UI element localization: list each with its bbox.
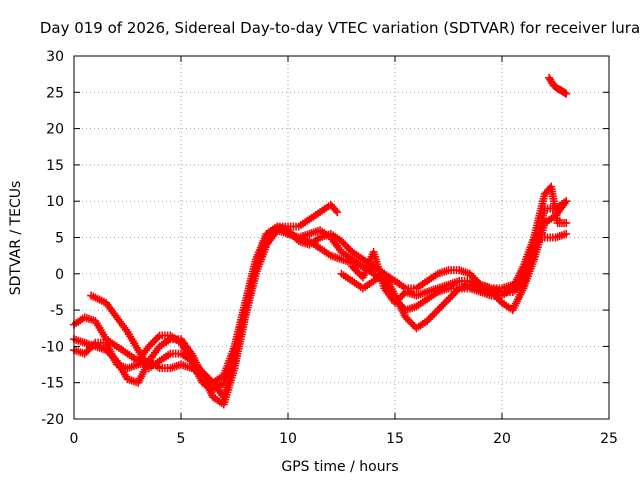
data-point (146, 340, 155, 349)
data-point (398, 291, 407, 300)
data-point (344, 244, 353, 253)
data-point (355, 269, 364, 278)
data-point (440, 298, 449, 307)
y-tick-label: -15 (41, 376, 64, 392)
data-point (392, 297, 401, 306)
x-tick-label: 25 (600, 431, 618, 447)
data-point (437, 302, 446, 311)
data-point (339, 238, 348, 247)
series-track-7 (545, 73, 571, 98)
data-point (446, 293, 455, 302)
data-point (432, 307, 441, 316)
data-point (152, 335, 161, 344)
data-point (353, 267, 362, 276)
data-point (562, 218, 571, 227)
data-point (562, 89, 571, 98)
data-point (89, 340, 98, 349)
data-point (341, 240, 350, 249)
y-tick-label: 10 (46, 194, 64, 210)
x-tick-label: 15 (386, 431, 404, 447)
data-point (349, 264, 358, 273)
data-point (465, 269, 474, 278)
data-point (494, 295, 503, 304)
data-point (430, 309, 439, 318)
data-point (86, 344, 95, 353)
plot-area (70, 73, 571, 409)
y-axis-label: SDTVAR / TECUs (8, 181, 24, 296)
chart-title: Day 019 of 2026, Sidereal Day-to-day VTE… (40, 19, 640, 37)
data-point (153, 333, 162, 342)
data-point (189, 358, 198, 367)
x-axis-label: GPS time / hours (281, 459, 398, 475)
data-point (442, 297, 451, 306)
x-axis: 0 5 10 15 20 25 (70, 56, 618, 447)
data-point (398, 302, 407, 311)
y-axis: -20 -15 -10 -5 0 5 10 15 20 25 30 (41, 49, 609, 428)
data-point (333, 208, 342, 217)
data-point (403, 315, 412, 324)
data-point (394, 295, 403, 304)
y-tick-label: -20 (41, 412, 64, 428)
data-point (148, 338, 157, 347)
x-tick-label: 0 (70, 431, 79, 447)
data-point (426, 313, 435, 322)
data-point (433, 306, 442, 315)
series-track-1 (70, 200, 342, 394)
data-point (348, 262, 357, 271)
y-tick-label: 15 (46, 158, 64, 174)
data-point (424, 315, 433, 324)
data-point (396, 293, 405, 302)
y-tick-label: 5 (55, 231, 64, 247)
data-point (80, 349, 89, 358)
data-point (423, 316, 432, 325)
data-point (150, 336, 159, 345)
data-point (84, 346, 93, 355)
data-point (405, 316, 414, 325)
data-point (562, 229, 571, 238)
data-point (87, 342, 96, 351)
data-point (351, 266, 360, 275)
y-tick-label: -5 (50, 303, 64, 319)
x-tick-label: 20 (493, 431, 511, 447)
data-point (187, 356, 196, 365)
data-point (444, 295, 453, 304)
x-tick-label: 10 (279, 431, 297, 447)
data-point (401, 313, 410, 322)
y-tick-label: 25 (46, 85, 64, 101)
data-point (391, 298, 399, 307)
series-track-6 (348, 197, 571, 307)
y-tick-label: -10 (41, 339, 64, 355)
data-point (451, 287, 460, 296)
data-point (396, 300, 405, 309)
data-point (342, 242, 351, 251)
data-point (562, 197, 571, 206)
y-tick-label: 20 (46, 122, 64, 138)
data-point (435, 304, 444, 313)
y-tick-label: 30 (46, 49, 64, 65)
grid (74, 56, 609, 419)
data-point (82, 347, 91, 356)
data-point (337, 237, 346, 246)
y-tick-label: 0 (55, 267, 64, 283)
data-point (331, 206, 340, 215)
data-point (407, 318, 416, 327)
x-tick-label: 5 (177, 431, 186, 447)
data-point (448, 291, 457, 300)
data-point (408, 320, 417, 329)
data-point (428, 311, 437, 320)
data-point (144, 342, 153, 351)
data-point (439, 300, 448, 309)
